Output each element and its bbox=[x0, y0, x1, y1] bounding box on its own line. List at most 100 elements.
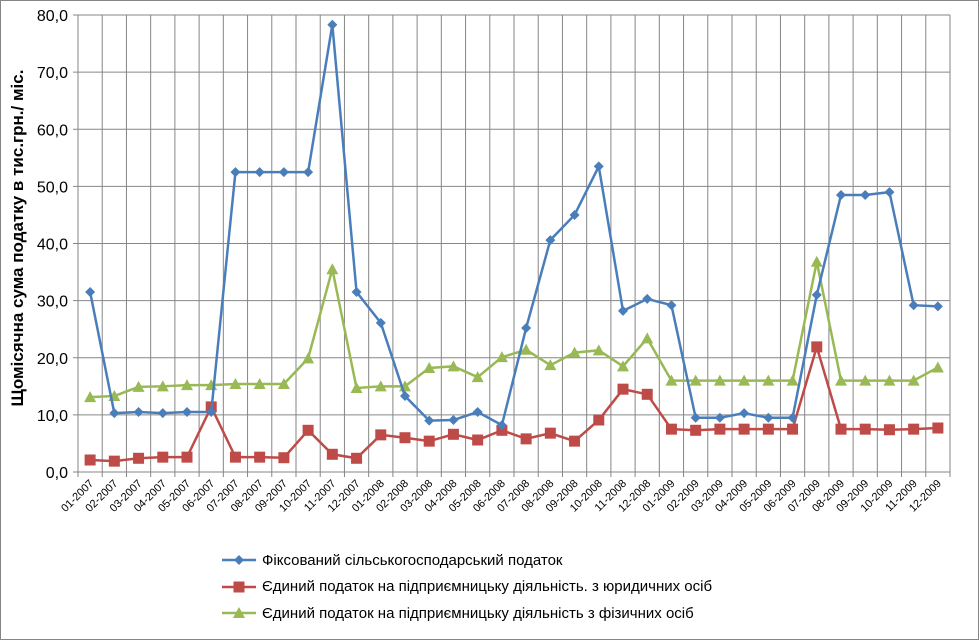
data-point-triangle bbox=[931, 361, 944, 373]
data-point-square bbox=[157, 451, 169, 463]
data-point-triangle bbox=[544, 359, 557, 371]
data-point-triangle bbox=[907, 374, 920, 386]
data-point-diamond bbox=[496, 420, 507, 431]
y-tick-label: 60,0 bbox=[37, 122, 68, 139]
data-point-diamond bbox=[884, 187, 895, 198]
legend-item: Єдиний податок на підприємницьку діяльні… bbox=[222, 574, 712, 601]
data-point-triangle bbox=[84, 391, 97, 403]
data-point-triangle bbox=[495, 351, 508, 363]
series-line bbox=[90, 342, 938, 463]
data-point-triangle bbox=[350, 382, 363, 394]
data-point-square bbox=[108, 455, 120, 467]
data-point-triangle bbox=[665, 374, 678, 386]
data-point-diamond bbox=[85, 287, 96, 298]
legend-marker-icon bbox=[222, 581, 256, 593]
data-point-triangle bbox=[883, 374, 896, 386]
data-point-square bbox=[665, 423, 677, 435]
data-point-diamond bbox=[569, 209, 580, 220]
data-point-square bbox=[375, 429, 387, 441]
data-point-square bbox=[641, 388, 653, 400]
data-point-triangle bbox=[520, 343, 533, 355]
data-point-triangle bbox=[447, 360, 460, 372]
series-line bbox=[88, 24, 938, 428]
data-point-square bbox=[544, 427, 556, 439]
legend: Фіксований сільськогосподарський податок… bbox=[222, 547, 712, 627]
data-point-diamond bbox=[472, 407, 483, 418]
data-point-square bbox=[133, 452, 145, 464]
data-point-diamond bbox=[303, 167, 314, 178]
data-point-diamond bbox=[424, 415, 435, 426]
data-point-triangle bbox=[713, 374, 726, 386]
data-point-triangle bbox=[762, 374, 775, 386]
y-tick-label: 30,0 bbox=[37, 294, 68, 311]
y-tick-label: 80,0 bbox=[37, 8, 68, 25]
data-point-triangle bbox=[786, 374, 799, 386]
y-tick-label: 20,0 bbox=[37, 351, 68, 368]
data-point-diamond bbox=[714, 412, 725, 423]
data-point-square bbox=[811, 341, 823, 353]
data-point-diamond bbox=[739, 408, 750, 419]
data-point-triangle bbox=[277, 378, 290, 390]
data-point-square bbox=[84, 454, 96, 466]
data-point-square bbox=[690, 424, 702, 436]
data-point-diamond bbox=[448, 415, 459, 426]
data-point-diamond bbox=[206, 407, 217, 418]
data-point-square bbox=[762, 423, 774, 435]
data-point-diamond bbox=[351, 287, 362, 298]
data-point-square bbox=[520, 433, 532, 445]
data-point-square bbox=[787, 423, 799, 435]
data-point-square bbox=[714, 423, 726, 435]
data-point-triangle bbox=[374, 380, 387, 392]
y-axis-label: Щомісячна сума податку в тис.грн./ міс. bbox=[8, 69, 27, 407]
data-point-square bbox=[254, 451, 266, 463]
y-tick-label: 50,0 bbox=[37, 179, 68, 196]
data-point-triangle bbox=[568, 346, 581, 358]
data-point-square bbox=[351, 452, 363, 464]
data-point-diamond bbox=[860, 189, 871, 200]
data-point-diamond bbox=[908, 300, 919, 311]
data-point-diamond bbox=[254, 167, 265, 178]
data-point-diamond bbox=[182, 407, 192, 418]
data-point-square bbox=[229, 451, 241, 463]
data-point-diamond bbox=[230, 167, 241, 178]
data-point-triangle bbox=[229, 378, 242, 390]
data-point-square bbox=[932, 422, 944, 434]
legend-marker-icon bbox=[222, 607, 256, 619]
y-tick-label: 10,0 bbox=[37, 408, 68, 425]
data-point-diamond bbox=[593, 161, 604, 172]
y-tick-label: 0,0 bbox=[46, 465, 68, 482]
data-point-diamond bbox=[109, 408, 120, 419]
data-point-triangle bbox=[471, 371, 484, 383]
data-point-square bbox=[472, 434, 484, 446]
data-point-square bbox=[278, 452, 290, 464]
legend-label: Фіксований сільськогосподарський податок bbox=[262, 551, 563, 569]
data-point-triangle bbox=[689, 374, 702, 386]
data-point-triangle bbox=[302, 352, 315, 364]
data-point-triangle bbox=[156, 380, 169, 392]
data-point-triangle bbox=[233, 607, 245, 619]
data-point-triangle bbox=[859, 374, 872, 386]
data-point-diamond bbox=[375, 317, 386, 328]
y-tick-label: 70,0 bbox=[37, 65, 68, 82]
data-point-triangle bbox=[253, 378, 266, 390]
data-point-triangle bbox=[423, 362, 436, 374]
data-point-triangle bbox=[592, 344, 605, 356]
data-point-square bbox=[496, 424, 508, 436]
data-point-triangle bbox=[181, 379, 193, 391]
data-point-triangle bbox=[810, 255, 823, 267]
data-point-square bbox=[423, 435, 435, 447]
data-point-square bbox=[399, 432, 411, 444]
legend-label: Єдиний податок на підприємницьку діяльні… bbox=[262, 578, 713, 596]
data-point-diamond bbox=[521, 323, 532, 334]
data-point-diamond bbox=[690, 412, 701, 423]
legend-marker-icon bbox=[222, 555, 256, 566]
data-point-diamond bbox=[545, 235, 556, 246]
data-point-square bbox=[569, 435, 581, 447]
data-point-diamond bbox=[811, 289, 822, 300]
data-point-triangle bbox=[835, 374, 847, 386]
data-point-diamond bbox=[234, 555, 244, 566]
legend-item: Фіксований сільськогосподарський податок bbox=[222, 547, 712, 574]
data-point-triangle bbox=[132, 380, 145, 392]
